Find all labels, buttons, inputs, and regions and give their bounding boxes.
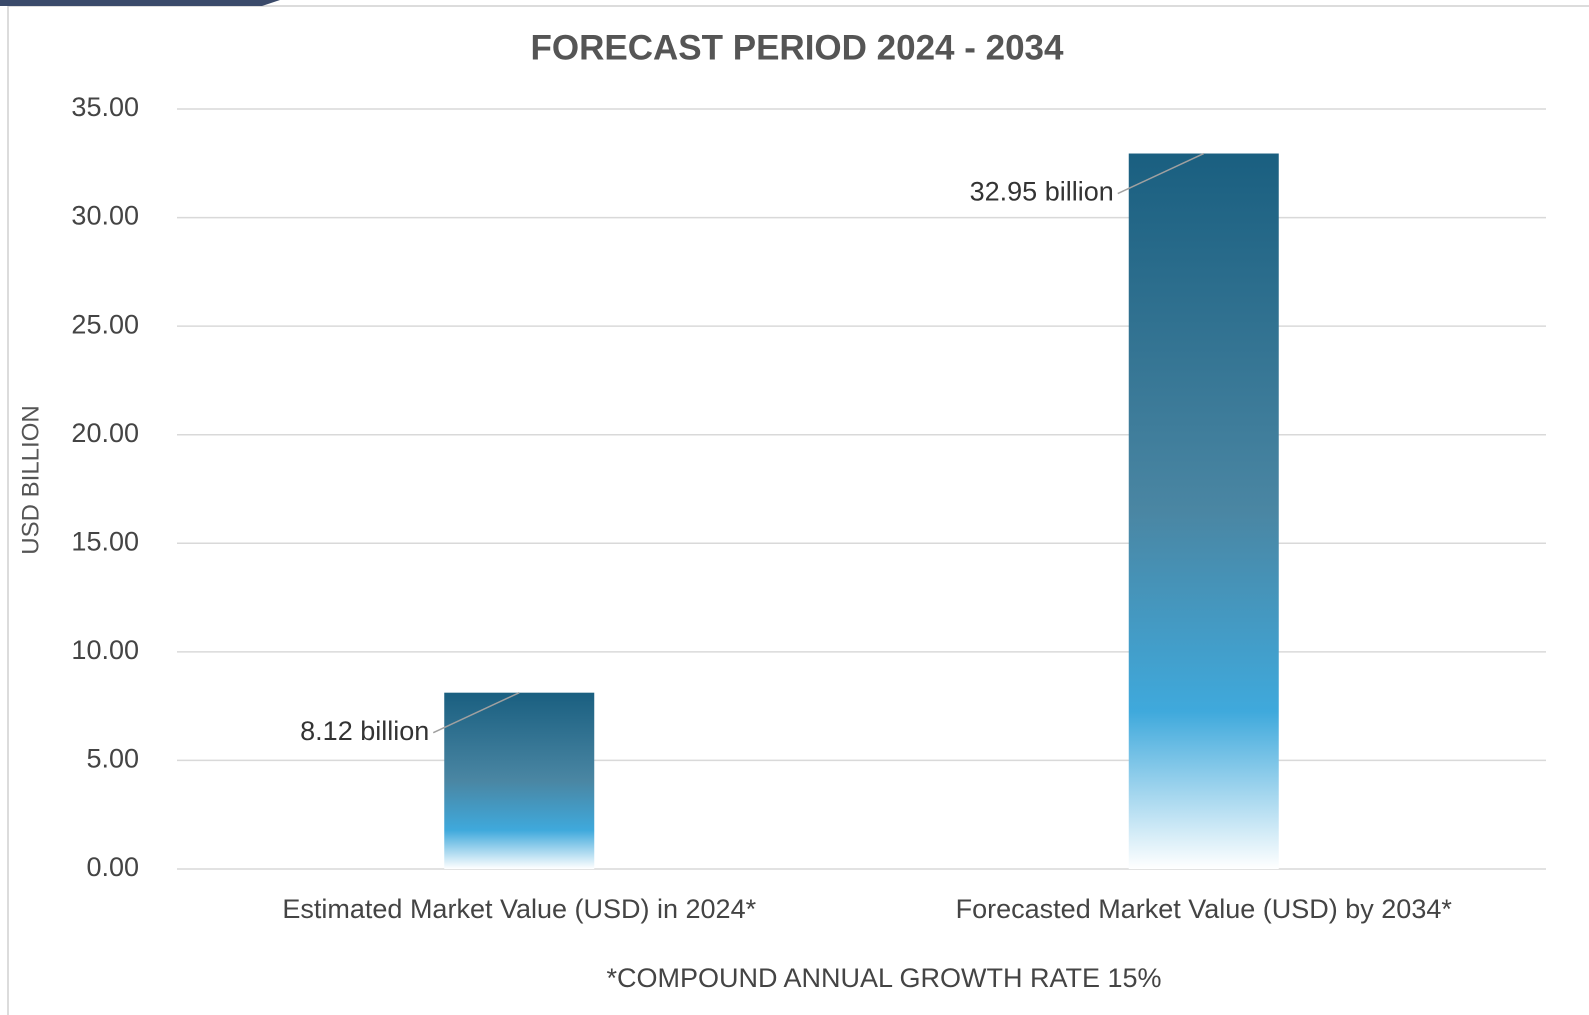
bar	[444, 692, 595, 869]
y-axis-label: USD BILLION	[17, 405, 44, 554]
x-tick-label: Estimated Market Value (USD) in 2024*	[282, 894, 756, 924]
leader-line	[432, 691, 520, 734]
y-tick-label: 35.00	[71, 92, 139, 122]
data-label: 32.95 billion	[970, 177, 1114, 207]
x-tick-label: Forecasted Market Value (USD) by 2034*	[956, 894, 1453, 924]
data-label: 8.12 billion	[300, 716, 429, 746]
y-tick-label: 0.00	[86, 852, 139, 882]
leader-line	[1117, 152, 1205, 195]
y-tick-label: 25.00	[71, 309, 139, 339]
frame	[7, 5, 1589, 1015]
y-tick-label: 10.00	[71, 635, 139, 665]
y-tick-label: 20.00	[71, 418, 139, 448]
y-tick-label: 5.00	[86, 744, 139, 774]
y-tick-label: 30.00	[71, 201, 139, 231]
y-tick-label: 15.00	[71, 526, 139, 556]
footnote: *COMPOUND ANNUAL GROWTH RATE 15%	[606, 963, 1161, 993]
corner-decoration	[0, 0, 280, 6]
chart-title: FORECAST PERIOD 2024 - 2034	[531, 28, 1064, 67]
bar	[1128, 153, 1279, 869]
